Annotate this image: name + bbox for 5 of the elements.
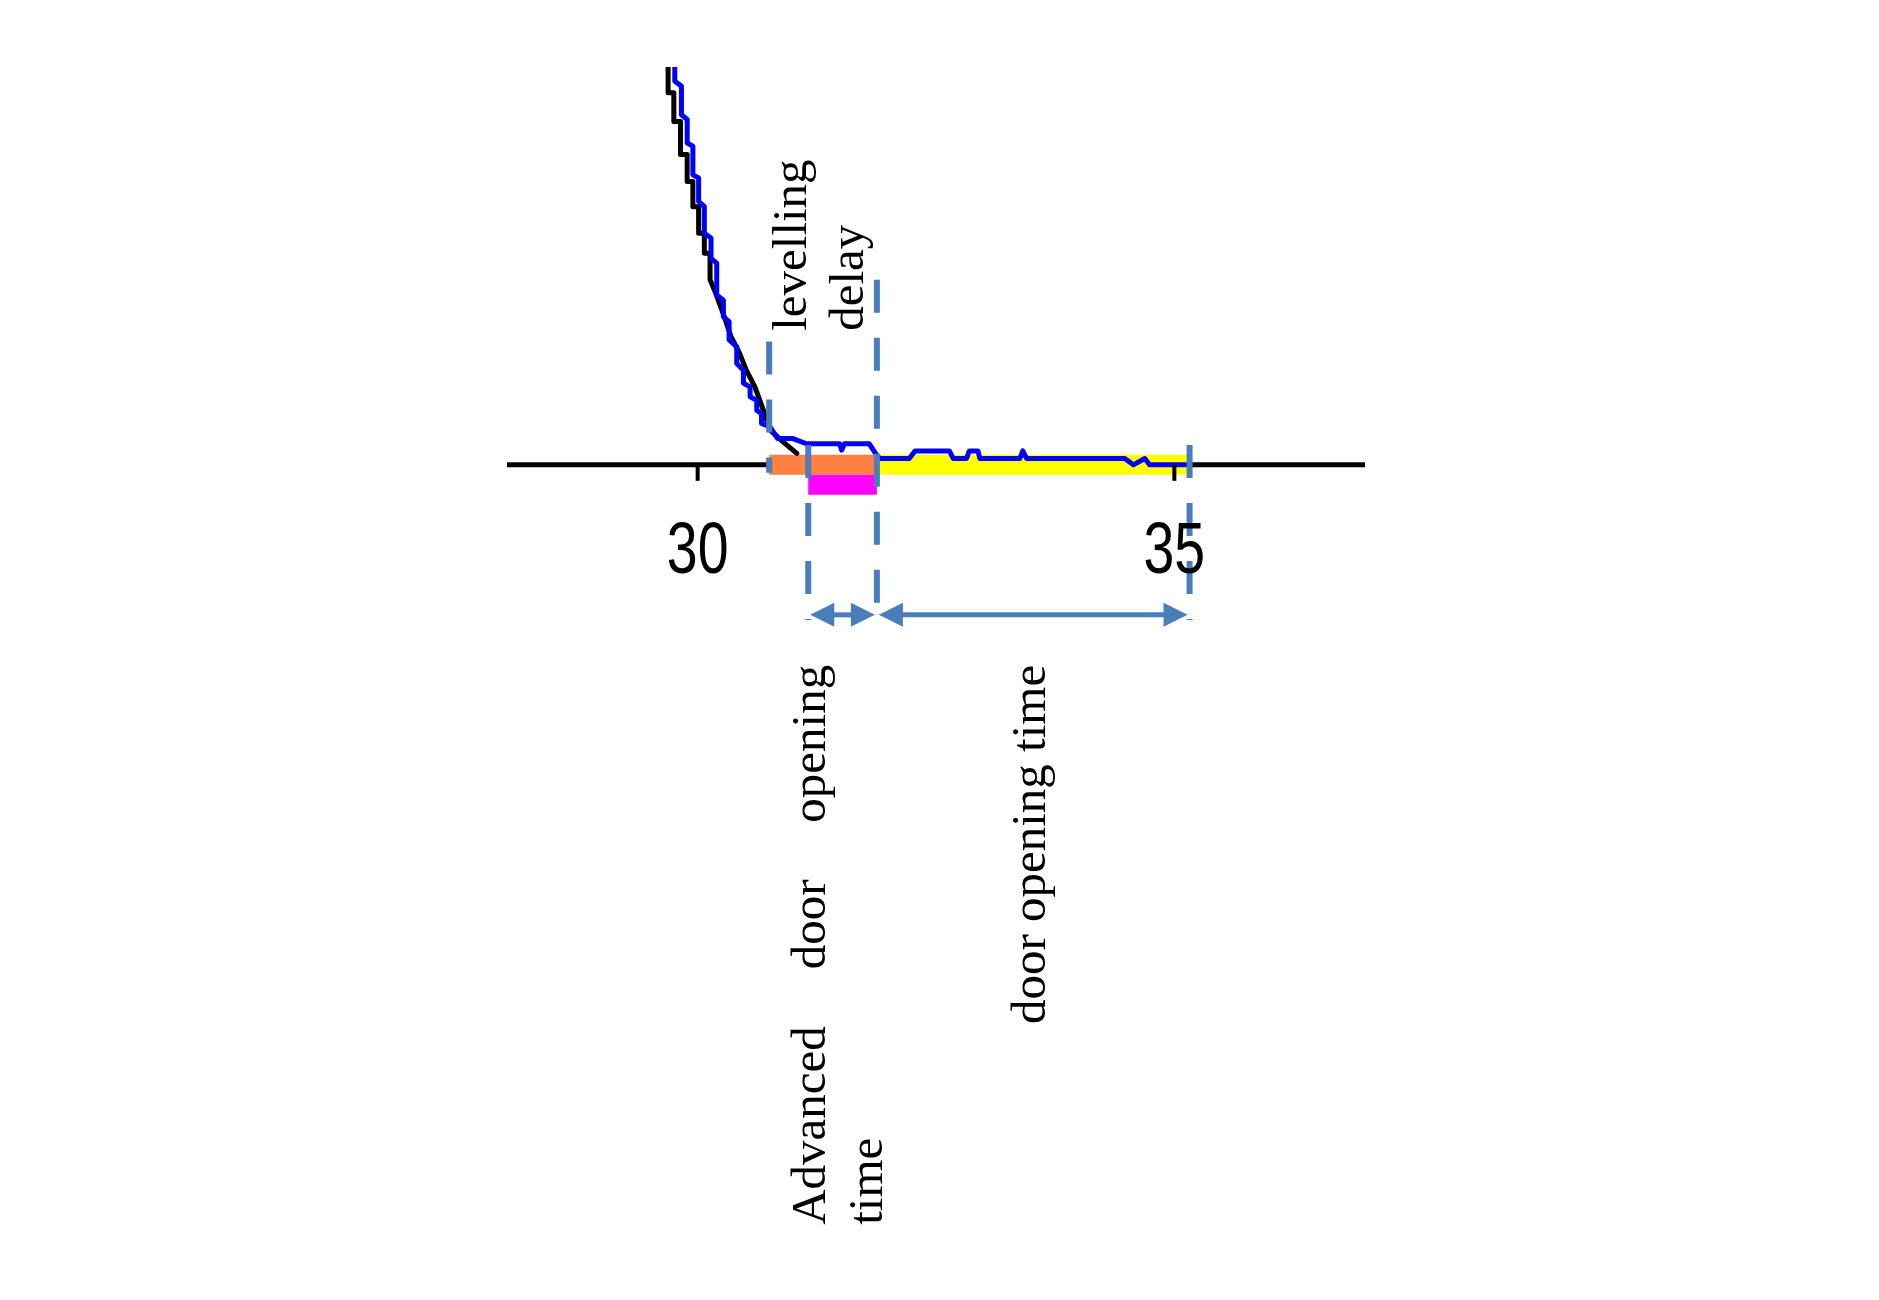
x-tick-label: 30 (666, 507, 729, 589)
text: door opening time (1000, 664, 1056, 1025)
annotation: levelling delay (761, 147, 874, 331)
text: Advanced door opening time (781, 664, 894, 1225)
x-tick-label: 35 (1143, 507, 1206, 589)
